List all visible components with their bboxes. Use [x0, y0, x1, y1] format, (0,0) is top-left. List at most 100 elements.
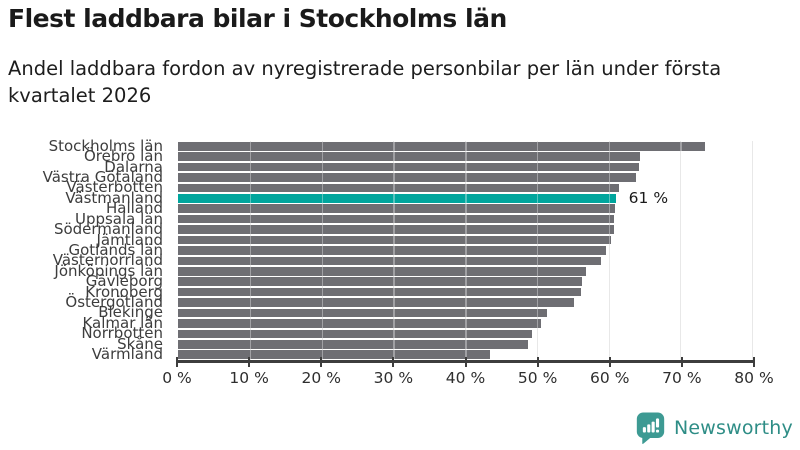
bar-row: Norrbotten [0, 324, 752, 343]
category-label: Blekinge [98, 303, 163, 322]
x-axis: 0 % 10 % 20 % 30 % 40 % 50 % 60 % 70 % 80 % [162, 357, 774, 387]
bar-row: Västernorrland [0, 251, 752, 270]
category-label: Dalarna [104, 157, 163, 176]
axis-tick-label: 10 % [229, 369, 269, 387]
category-label: Stockholms län [48, 136, 163, 155]
bar [178, 277, 582, 286]
axis-tick [753, 357, 755, 367]
subtitle-line-1: Andel laddbara fordon av nyregistrerade … [8, 57, 722, 80]
bar-row: Kalmar län [0, 313, 752, 332]
bar-track [178, 349, 752, 359]
axis-tick [536, 357, 539, 367]
highlighted-bar [178, 194, 616, 203]
category-label: Jämtland [96, 230, 164, 249]
category-label: Halland [105, 199, 163, 218]
highlight-value-label: 61 % [628, 189, 669, 208]
category-label: Örebro län [83, 147, 163, 166]
bar [178, 235, 612, 245]
subtitle-line-2: kvartalet 2026 [8, 84, 152, 107]
bar-row: Västmanland 61 % [0, 188, 752, 207]
bar-track [178, 297, 752, 307]
axis-tick [392, 357, 395, 367]
category-label: Skåne [117, 334, 163, 353]
bar-track [178, 276, 752, 286]
category-label: Gotlands län [68, 240, 163, 259]
bar [178, 162, 639, 172]
bar-track [178, 172, 752, 182]
bar-row: Skåne [0, 334, 752, 353]
category-label: Västernorrland [52, 251, 163, 270]
bar-row: Jämtland [0, 230, 752, 249]
bar [178, 319, 542, 328]
category-label: Kalmar län [82, 313, 163, 332]
bar-row: Stockholms län [0, 136, 752, 155]
category-label: Västerbotten [66, 178, 163, 197]
axis-tick [248, 357, 251, 367]
bar [178, 287, 581, 297]
page-title: Flest laddbara bilar i Stockholms län [8, 4, 507, 33]
bar [178, 141, 706, 151]
axis-tick-label: 60 % [590, 369, 630, 387]
bar-track [178, 256, 752, 266]
bar-row: Halland [0, 199, 752, 218]
bar [178, 256, 602, 266]
category-label: Östergötland [65, 293, 163, 312]
bar-row: Södermanland [0, 222, 752, 237]
category-label: Kronoberg [85, 282, 163, 301]
bar-chart-plot-area: Stockholms län Örebro län Dalarna Västra Gö… [0, 136, 754, 364]
bar-rows: Stockholms län Örebro län Dalarna Västra Gö… [0, 136, 752, 364]
bar-row: Värmland [0, 345, 752, 364]
axis-tick-label: 0 % [162, 369, 192, 387]
bar [178, 246, 606, 255]
category-label: Värmland [91, 345, 163, 364]
bar-track [178, 141, 752, 151]
gridline-highlight [752, 141, 754, 360]
category-label: Västra Götaland [42, 167, 163, 186]
bar-track [178, 183, 752, 193]
bar [178, 225, 614, 234]
bar-row: Kronoberg [0, 282, 752, 301]
axis-tick [320, 357, 323, 367]
bar-track [178, 339, 752, 349]
bar-track [178, 235, 752, 245]
bar-row: Örebro län [0, 147, 752, 166]
axis-tick-label: 70 % [662, 369, 702, 387]
bar [178, 214, 615, 224]
bar-track [178, 214, 752, 224]
bar-track [178, 204, 752, 214]
axis-tick [176, 357, 178, 367]
axis-tick [680, 357, 683, 367]
bar-row: Blekinge [0, 303, 752, 322]
category-label: Gävleborg [85, 272, 163, 291]
category-label: Jönköpings län [54, 261, 163, 280]
axis-tick [464, 357, 467, 367]
bar-row: Gotlands län [0, 240, 752, 259]
bar-track [178, 287, 752, 297]
axis-tick-label: 80 % [734, 369, 774, 387]
category-label: Uppsala län [74, 209, 163, 228]
bar-track [178, 318, 752, 328]
category-label: Norrbotten [81, 324, 163, 343]
bar-track [178, 162, 752, 172]
bar-track [178, 224, 752, 234]
category-label: Västmanland [65, 188, 163, 207]
bar-track: 61 % [178, 189, 752, 207]
bar-track [178, 329, 752, 339]
bar-row: Västra Götaland [0, 167, 752, 186]
bar-row: Jönköpings län [0, 261, 752, 280]
bar [178, 350, 491, 359]
newsworthy-bar-chart-bubble-icon [636, 412, 665, 444]
gridline [752, 141, 753, 360]
bar [178, 152, 641, 161]
bar-track [178, 266, 752, 276]
chart-subtitle: Andel laddbara fordon av nyregistrerade … [8, 55, 800, 109]
bar-row: Gävleborg [0, 272, 752, 291]
bar [178, 329, 532, 339]
newsworthy-logo: Newsworthy [635, 411, 793, 445]
bar [178, 173, 637, 182]
bar [178, 204, 615, 214]
bar [178, 339, 529, 349]
bar-row: Östergötland [0, 293, 752, 312]
bar [178, 266, 586, 276]
